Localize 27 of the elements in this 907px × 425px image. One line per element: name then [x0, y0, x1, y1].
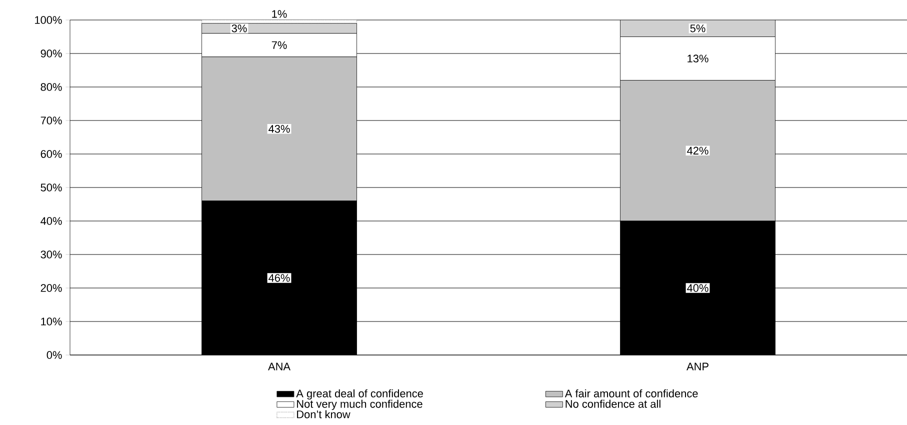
data-label: 7%: [272, 41, 287, 49]
y-tick-label: 0%: [46, 351, 62, 359]
legend-label: A great deal of confidence: [296, 389, 423, 400]
x-tick-label: ANA: [268, 362, 290, 370]
y-tick-label: 60%: [40, 150, 62, 158]
y-tick-label: 90%: [40, 50, 62, 58]
y-tick-label: 10%: [41, 318, 62, 326]
data-label: 5%: [690, 24, 706, 32]
y-tick-label: 30%: [40, 250, 62, 258]
data-label: 1%: [272, 10, 287, 18]
y-tick-label: 70%: [40, 116, 62, 124]
y-tick-label: 80%: [40, 83, 62, 91]
y-tick-label: 100%: [35, 16, 62, 24]
x-tick-label: ANP: [686, 362, 708, 370]
y-tick-label: 50%: [40, 184, 62, 192]
legend-label: A fair amount of confidence: [564, 389, 698, 398]
legend-label: Don’t know: [297, 410, 350, 418]
legend-label: Not very much confidence: [297, 400, 422, 410]
data-label: 40%: [687, 284, 708, 292]
y-tick-label: 20%: [40, 284, 62, 292]
legend-label: No confidence at all: [566, 400, 660, 408]
data-label: 3%: [232, 24, 247, 32]
data-label: 13%: [688, 54, 708, 62]
data-label: 46%: [268, 274, 290, 282]
data-label: 42%: [687, 146, 708, 155]
y-tick-label: 40%: [40, 217, 62, 225]
data-label: 43%: [268, 125, 290, 133]
